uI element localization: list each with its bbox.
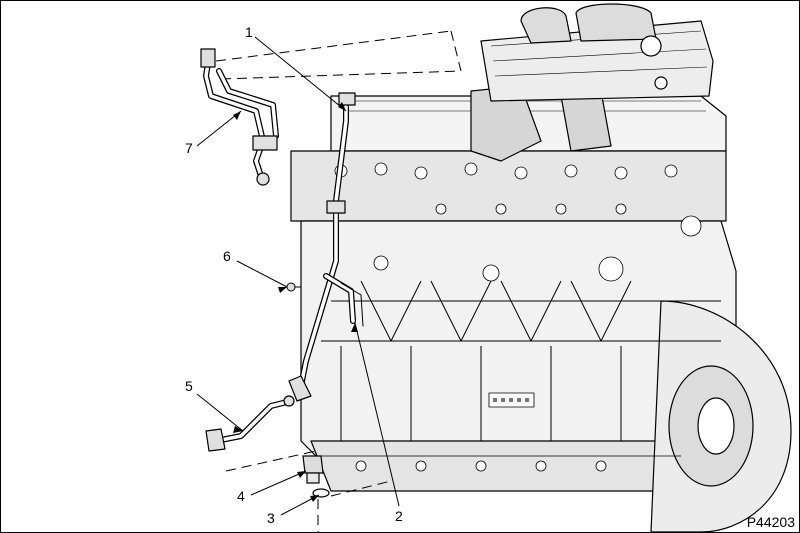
callout-7: 7 [185,140,193,156]
callout-6: 6 [223,248,231,264]
callout-1: 1 [245,24,253,40]
oil-pipe-5 [205,395,295,452]
callout-4: 4 [237,488,245,504]
leader-6 [236,260,288,288]
leader-2 [354,322,400,507]
callout-5: 5 [185,378,193,394]
oil-pan [310,440,692,492]
leader-4 [250,470,307,496]
washer-3 [312,488,330,498]
leader-arrowheads [233,102,358,502]
cylinder-head [290,150,727,222]
fitting-4 [302,455,324,484]
oil-pipe-1 [288,92,356,402]
oil-pipe-2 [323,273,364,327]
leader-1 [254,36,347,112]
leader-lines [196,36,400,516]
callout-2: 2 [395,508,403,524]
callout-labels: 1 2 3 4 5 6 7 [185,24,403,526]
reference-dashes-upper [215,30,462,80]
oil-pipe-7 [200,48,279,186]
figure-id: P44203 [746,514,795,530]
reference-dashes-lower [225,450,392,532]
bolt-6 [286,282,301,292]
intake-manifold [480,3,714,102]
leader-5 [196,393,244,432]
leader-7 [196,110,242,147]
callout-3: 3 [267,510,275,526]
engine-block [290,85,792,532]
